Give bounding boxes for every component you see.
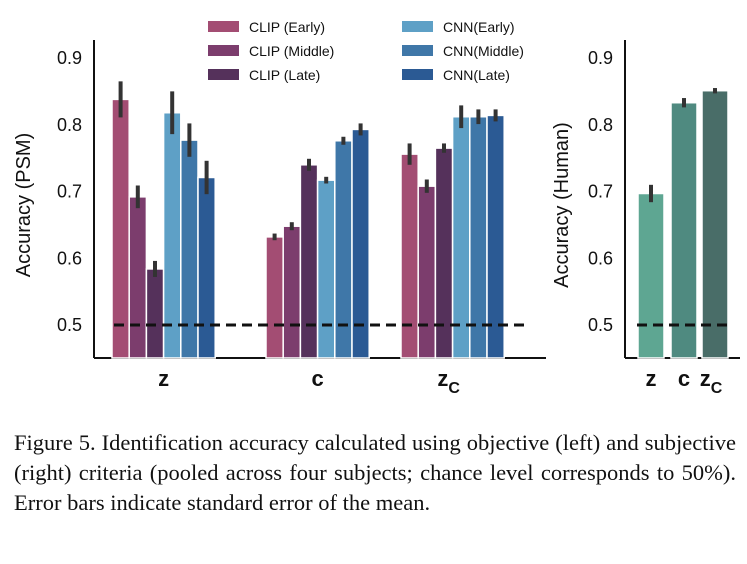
left-ytick-label-3: 0.8 [57, 115, 82, 135]
left-ytick-label-0: 0.5 [57, 315, 82, 335]
legend-label-2: CLIP (Late) [249, 67, 320, 83]
left-bar-z-1 [128, 196, 148, 359]
left-bar-zc-4 [469, 115, 488, 359]
figure: 0.5 0.6 0.7 0.8 0.9 Accuracy (PSM) z c zC CLIP (E… [13, 19, 740, 397]
left-bar-z-5 [197, 176, 216, 359]
right-bar-zc [701, 89, 729, 359]
left-bar-c-0 [265, 236, 284, 359]
legend-label-0: CLIP (Early) [249, 19, 325, 35]
left-bar-c-2 [299, 164, 319, 359]
right-ytick-label-2: 0.7 [588, 182, 613, 202]
left-bar-zc-5 [486, 114, 505, 359]
legend-label-1: CLIP (Middle) [249, 43, 334, 59]
right-y-axis-label: Accuracy (Human) [551, 122, 573, 288]
legend-swatch-5 [402, 69, 433, 80]
left-bar-c-1 [282, 225, 302, 359]
right-ytick-label-4: 0.9 [588, 48, 613, 68]
legend-swatch-2 [208, 69, 239, 80]
left-bar-z-3 [162, 111, 182, 359]
left-bar-z-2 [145, 268, 165, 359]
left-bar-z-0 [111, 98, 130, 359]
left-xtick-label-c: c [311, 366, 323, 391]
right-ytick-label-0: 0.5 [588, 315, 613, 335]
legend-swatch-3 [402, 21, 433, 32]
legend-label-4: CNN(Middle) [443, 43, 524, 59]
left-bar-zc-0 [400, 153, 419, 359]
right-bar-c [670, 101, 698, 359]
right-xtick-label-c: c [678, 366, 690, 391]
right-ytick-label-3: 0.8 [588, 115, 613, 135]
legend-swatch-0 [208, 21, 239, 32]
right-bar-z [637, 192, 665, 359]
legend-label-3: CNN(Early) [443, 19, 515, 35]
left-xtick-label-z: z [158, 366, 169, 391]
right-xtick-label-z: z [646, 366, 657, 391]
legend-label-5: CNN(Late) [443, 67, 510, 83]
left-xtick-label-zc: zC [437, 366, 460, 397]
figure-caption: Figure 5. Identification accuracy calcul… [14, 430, 736, 515]
left-ytick-label-2: 0.7 [57, 182, 82, 202]
left-y-axis-label: Accuracy (PSM) [13, 133, 35, 277]
left-bar-zc-3 [451, 115, 471, 359]
left-bar-zc-1 [417, 185, 437, 359]
left-ytick-label-4: 0.9 [57, 48, 82, 68]
left-ytick-label-1: 0.6 [57, 248, 82, 268]
left-bar-c-3 [316, 179, 336, 359]
legend-swatch-1 [208, 45, 239, 56]
left-bar-zc-2 [434, 147, 454, 359]
legend-swatch-4 [402, 45, 433, 56]
right-ytick-label-1: 0.6 [588, 248, 613, 268]
right-xtick-label-zc: zC [700, 366, 723, 397]
